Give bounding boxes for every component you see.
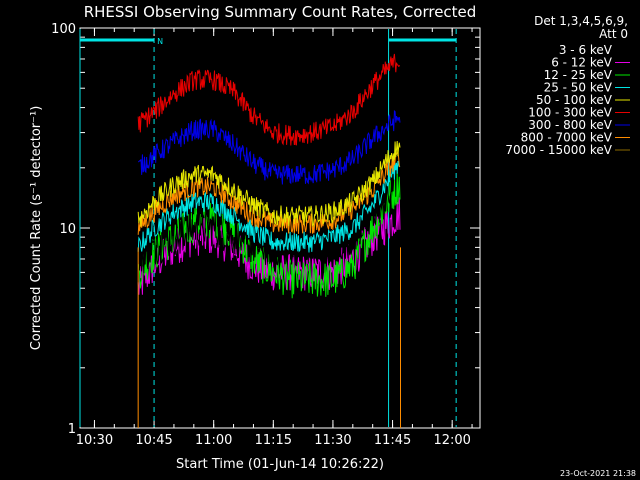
x-tick-label: 11:15	[255, 433, 292, 448]
y-axis-label: Corrected Count Rate (s⁻¹ detector⁻¹)	[29, 106, 44, 351]
y-tick-label: 1	[68, 422, 76, 437]
series-line	[137, 140, 401, 228]
series-line	[137, 64, 401, 274]
legend-label: 3 - 6 keV	[559, 43, 613, 57]
chart-title: RHESSI Observing Summary Count Rates, Co…	[84, 3, 477, 21]
x-tick-label: 11:45	[374, 433, 411, 448]
legend-label: 50 - 100 keV	[536, 93, 613, 107]
series-line	[137, 160, 401, 253]
legend-label: 300 - 800 keV	[528, 118, 612, 132]
legend-label: 12 - 25 keV	[544, 68, 613, 82]
series-line	[138, 109, 401, 185]
y-tick-label: 100	[51, 22, 76, 37]
legend-label: 800 - 7000 keV	[521, 131, 613, 145]
legend-header-line-1: Det 1,3,4,5,6,9,	[534, 14, 628, 28]
x-axis-label: Start Time (01-Jun-14 10:26:22)	[176, 457, 384, 472]
x-tick-label: 10:30	[76, 433, 113, 448]
x-tick-label: 11:00	[195, 433, 232, 448]
plot-timestamp: 23-Oct-2021 21:38	[560, 469, 636, 478]
legend-label: 100 - 300 keV	[528, 106, 612, 120]
series-line	[137, 197, 401, 295]
x-tick-label: 11:30	[314, 433, 351, 448]
series-line	[137, 149, 401, 235]
legend-label: 6 - 12 keV	[551, 56, 613, 70]
legend-header-line-2: Att 0	[599, 27, 628, 41]
flag-label: N	[157, 37, 163, 46]
x-tick-label: 10:45	[135, 433, 172, 448]
y-tick-label: 10	[59, 222, 76, 237]
legend-label: 7000 - 15000 keV	[505, 143, 612, 157]
series-line	[137, 53, 401, 146]
x-tick-label: 12:00	[433, 433, 470, 448]
plot-area: 10:30 10:45 11:00 11:15 11:30 11:45 12:00 1 10 10…	[51, 22, 481, 448]
legend-label: 25 - 50 keV	[544, 81, 613, 95]
